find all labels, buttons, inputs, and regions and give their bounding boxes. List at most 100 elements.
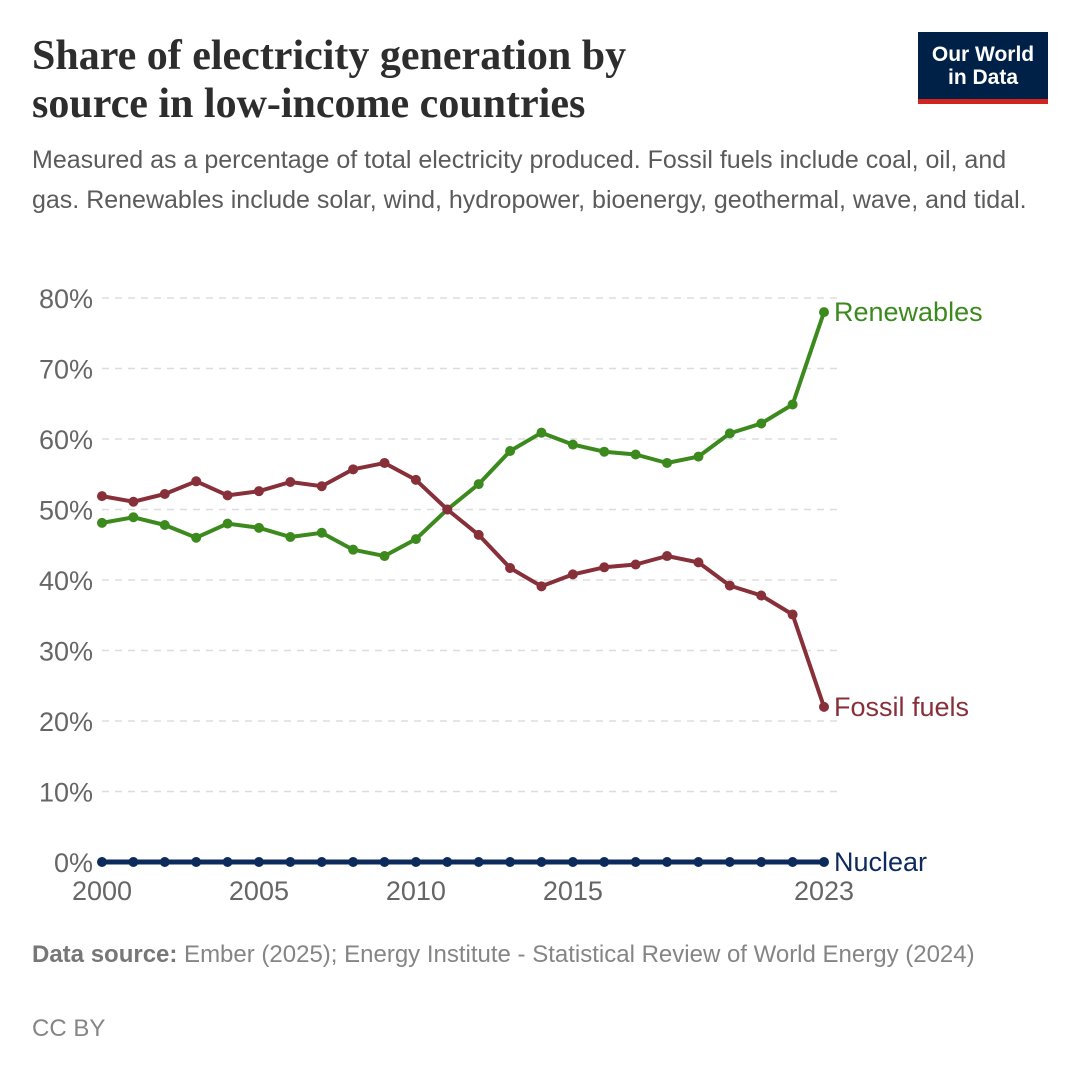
data-point-fossil — [348, 464, 359, 475]
data-point-renewables — [191, 532, 202, 543]
y-tick-label: 50% — [39, 496, 93, 526]
series-line-fossil — [100, 461, 826, 709]
data-point-nuclear — [159, 857, 170, 867]
data-point-renewables — [316, 527, 327, 538]
data-point-fossil — [222, 490, 233, 501]
data-point-fossil — [756, 590, 767, 601]
data-point-nuclear — [222, 857, 233, 867]
data-point-renewables — [97, 517, 107, 528]
logo-line-1: Our World — [931, 42, 1035, 66]
data-point-renewables — [159, 520, 170, 531]
data-source: Data source: Ember (2025); Energy Instit… — [32, 938, 1042, 971]
series-line-renewables — [100, 310, 826, 558]
data-point-nuclear — [348, 857, 359, 867]
data-point-fossil — [410, 474, 421, 485]
data-point-nuclear — [285, 857, 296, 867]
data-point-renewables — [348, 544, 359, 555]
data-point-renewables — [599, 446, 610, 457]
data-point-fossil — [128, 496, 139, 507]
x-tick-label: 2010 — [386, 876, 446, 906]
data-source-label: Data source: — [32, 941, 178, 968]
data-point-fossil — [599, 562, 610, 573]
data-point-fossil — [316, 481, 327, 492]
data-point-fossil — [285, 477, 296, 488]
data-point-fossil — [442, 504, 453, 515]
data-point-nuclear — [128, 857, 139, 867]
data-point-renewables — [724, 428, 735, 439]
data-point-nuclear — [97, 857, 107, 867]
data-point-fossil — [473, 529, 484, 540]
data-point-nuclear — [191, 857, 202, 867]
data-point-fossil — [630, 559, 641, 570]
data-point-fossil — [787, 609, 798, 620]
series-label-nuclear: Nuclear — [834, 847, 927, 877]
data-point-renewables — [787, 399, 798, 410]
data-point-renewables — [819, 307, 829, 318]
data-point-renewables — [693, 451, 704, 462]
data-point-fossil — [505, 563, 516, 574]
series-label-renewables: Renewables — [834, 297, 983, 327]
data-point-fossil — [693, 557, 704, 568]
data-point-renewables — [410, 534, 421, 545]
data-point-nuclear — [819, 857, 829, 867]
data-point-fossil — [379, 457, 390, 468]
x-tick-label: 2023 — [794, 876, 854, 906]
x-tick-label: 2015 — [543, 876, 603, 906]
logo-line-2: in Data — [947, 65, 1018, 89]
data-point-renewables — [756, 418, 767, 429]
data-point-fossil — [724, 580, 735, 591]
data-point-fossil — [536, 581, 547, 592]
data-point-nuclear — [505, 857, 516, 867]
data-point-nuclear — [253, 857, 264, 867]
data-point-renewables — [536, 427, 547, 438]
y-tick-label: 20% — [39, 707, 93, 737]
x-tick-label: 2000 — [72, 876, 132, 906]
data-point-renewables — [128, 512, 139, 523]
data-point-nuclear — [756, 857, 767, 867]
owid-logo[interactable]: Our World in Data — [918, 32, 1048, 104]
data-point-nuclear — [599, 857, 610, 867]
data-point-fossil — [662, 551, 673, 562]
y-tick-label: 10% — [39, 778, 93, 808]
data-point-nuclear — [630, 857, 641, 867]
grid-layer — [102, 297, 838, 793]
data-point-renewables — [567, 439, 578, 450]
y-tick-label: 40% — [39, 566, 93, 596]
data-point-nuclear — [662, 857, 673, 867]
data-point-fossil — [97, 491, 107, 502]
y-tick-label: 0% — [54, 848, 93, 878]
data-point-renewables — [285, 531, 296, 542]
data-point-nuclear — [410, 857, 421, 867]
data-point-fossil — [819, 701, 829, 712]
data-point-renewables — [222, 518, 233, 529]
data-point-nuclear — [379, 857, 390, 867]
data-point-renewables — [253, 522, 264, 533]
chart-subtitle: Measured as a percentage of total electr… — [32, 146, 1027, 214]
data-point-fossil — [159, 488, 170, 499]
y-tick-label: 30% — [39, 637, 93, 667]
data-point-renewables — [379, 551, 390, 562]
license[interactable]: CC BY — [32, 1015, 106, 1042]
data-point-nuclear — [567, 857, 578, 867]
series-label-fossil: Fossil fuels — [834, 692, 969, 722]
x-tick-label: 2005 — [229, 876, 289, 906]
data-source-text: Ember (2025); Energy Institute - Statist… — [177, 941, 975, 968]
data-point-nuclear — [693, 857, 704, 867]
data-point-nuclear — [473, 857, 484, 867]
data-point-renewables — [630, 449, 641, 460]
data-point-nuclear — [442, 857, 453, 867]
data-point-renewables — [473, 479, 484, 490]
data-point-nuclear — [787, 857, 798, 867]
line-chart: 0% 10% 20% 30% 40% 50% 60% 70% 80% 2000 2005 2010 20… — [39, 284, 983, 906]
data-point-renewables — [505, 445, 516, 456]
data-point-nuclear — [316, 857, 327, 867]
y-tick-label: 60% — [39, 425, 93, 455]
data-point-nuclear — [536, 857, 547, 867]
data-point-fossil — [567, 569, 578, 580]
y-tick-label: 70% — [39, 355, 93, 385]
data-point-fossil — [253, 486, 264, 497]
y-tick-label: 80% — [39, 284, 93, 314]
chart-title: Share of electricity generation by sourc… — [32, 33, 627, 127]
data-point-fossil — [191, 476, 202, 487]
label-layer: 0% 10% 20% 30% 40% 50% 60% 70% 80% 2000 2005 2010 20… — [39, 284, 983, 906]
